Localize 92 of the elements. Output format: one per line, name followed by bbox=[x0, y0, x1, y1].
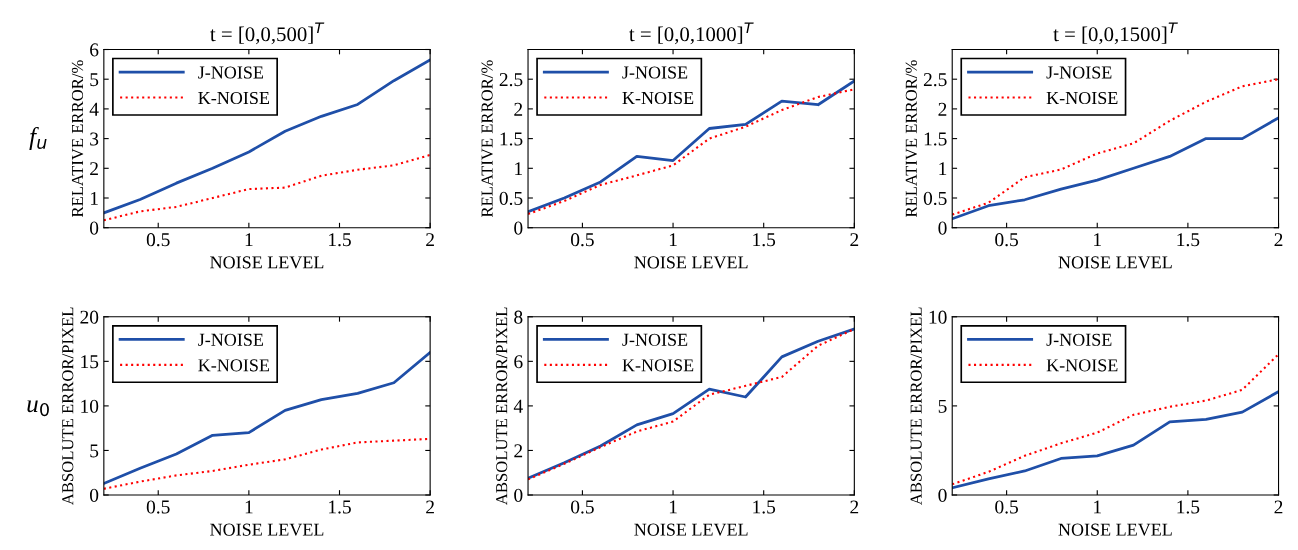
text: f$_{u}$ bbox=[29, 126, 47, 150]
legend-label: K-NOISE bbox=[1046, 359, 1118, 372]
y-axis-title: RELATIVE ERROR/% bbox=[905, 60, 917, 218]
x-axis-title: NOISE LEVEL bbox=[210, 523, 324, 536]
line-series bbox=[952, 78, 1279, 216]
y-tick-label: 2.5 bbox=[923, 73, 947, 87]
legend-label: K-NOISE bbox=[198, 359, 270, 372]
y-tick-label: 1 bbox=[515, 162, 523, 176]
x-tick-label: 2 bbox=[850, 500, 859, 514]
y-tick-label: 0.5 bbox=[499, 191, 523, 206]
y-tick-label: 20 bbox=[80, 310, 99, 324]
x-tick-label: 0.5 bbox=[995, 500, 1018, 514]
y-axis-title: RELATIVE ERROR/% bbox=[71, 60, 84, 218]
chart-title: t = [0,0,500]$^{T}$ bbox=[210, 22, 325, 45]
x-tick-label: 1 bbox=[1094, 500, 1101, 514]
x-axis-title: NOISE LEVEL bbox=[634, 256, 748, 269]
y-tick-label: 2 bbox=[514, 102, 523, 116]
y-tick-label: 3 bbox=[90, 132, 99, 146]
x-tick-label: 1 bbox=[1094, 233, 1101, 247]
y-tick-label: 10 bbox=[81, 399, 99, 413]
y-tick-label: 5 bbox=[90, 444, 99, 458]
legend-label: K-NOISE bbox=[622, 91, 694, 105]
text: u$_{0}$ bbox=[27, 400, 49, 417]
y-tick-label: 0 bbox=[90, 221, 99, 235]
legend-label: K-NOISE bbox=[1046, 91, 1118, 105]
y-tick-label: 4 bbox=[513, 399, 523, 413]
y-tick-label: 1 bbox=[939, 162, 947, 176]
x-tick-label: 0.5 bbox=[146, 500, 170, 514]
y-tick-label: 6 bbox=[514, 355, 523, 369]
chart-title: t = [0,0,1000]$^{T}$ bbox=[629, 22, 754, 45]
x-axis-title: NOISE LEVEL bbox=[634, 523, 748, 536]
legend-label: J-NOISE bbox=[622, 333, 688, 346]
y-tick-label: 5 bbox=[90, 73, 99, 87]
x-tick-label: 2 bbox=[850, 233, 859, 247]
x-tick-label: 1.5 bbox=[1177, 500, 1200, 514]
x-tick-label: 1.5 bbox=[753, 500, 776, 514]
x-axis-title: NOISE LEVEL bbox=[1058, 523, 1172, 536]
chart-title: t = [0,0,1500]$^{T}$ bbox=[1053, 22, 1178, 45]
legend-label: J-NOISE bbox=[198, 333, 264, 346]
y-axis-title: ABSOLUTE ERROR/PIXEL bbox=[910, 307, 922, 506]
line-series bbox=[103, 351, 431, 485]
y-tick-label: 0 bbox=[938, 221, 947, 235]
y-tick-label: 2 bbox=[90, 162, 98, 176]
y-tick-label: 0.5 bbox=[923, 191, 947, 206]
x-tick-label: 1.5 bbox=[753, 233, 776, 247]
x-tick-label: 1 bbox=[669, 500, 677, 514]
line-series bbox=[103, 58, 431, 215]
line-series bbox=[952, 390, 1279, 490]
legend-label: J-NOISE bbox=[198, 66, 264, 79]
y-tick-label: 15 bbox=[81, 355, 99, 369]
legend-label: J-NOISE bbox=[1046, 333, 1112, 346]
y-tick-label: 1.5 bbox=[924, 132, 947, 146]
line-series bbox=[952, 116, 1279, 221]
x-tick-label: 1.5 bbox=[329, 233, 351, 247]
legend-label: J-NOISE bbox=[1046, 66, 1112, 79]
x-tick-label: 1 bbox=[245, 233, 253, 247]
y-tick-label: 10 bbox=[929, 310, 947, 324]
y-tick-label: 6 bbox=[90, 43, 99, 57]
y-axis-title: ABSOLUTE ERROR/PIXEL bbox=[62, 307, 74, 506]
y-tick-label: 2.5 bbox=[499, 73, 523, 87]
y-tick-label: 0 bbox=[514, 221, 523, 235]
line-series bbox=[103, 153, 431, 222]
legend-label: J-NOISE bbox=[622, 66, 688, 79]
y-tick-label: 5 bbox=[938, 399, 947, 413]
y-axis-title: ABSOLUTE ERROR/PIXEL bbox=[496, 307, 508, 506]
line-series bbox=[952, 353, 1279, 486]
y-tick-label: 0 bbox=[90, 488, 99, 502]
x-tick-label: 1.5 bbox=[1177, 233, 1200, 247]
y-axis-title: RELATIVE ERROR/% bbox=[481, 60, 493, 218]
x-tick-label: 2 bbox=[426, 500, 434, 514]
x-tick-label: 0.5 bbox=[571, 233, 594, 247]
y-tick-label: 1.5 bbox=[500, 132, 523, 146]
x-tick-label: 2 bbox=[1274, 500, 1283, 514]
x-axis-title: NOISE LEVEL bbox=[1058, 256, 1172, 269]
x-tick-label: 2 bbox=[1274, 233, 1283, 247]
y-tick-label: 8 bbox=[514, 310, 523, 324]
y-tick-label: 1 bbox=[90, 191, 98, 205]
y-tick-label: 0 bbox=[514, 488, 523, 502]
y-tick-label: 0 bbox=[938, 488, 947, 502]
x-tick-label: 1 bbox=[245, 500, 253, 514]
x-tick-label: 1 bbox=[669, 233, 677, 247]
x-tick-label: 2 bbox=[426, 233, 434, 247]
legend-label: K-NOISE bbox=[198, 91, 270, 105]
y-tick-label: 4 bbox=[89, 102, 99, 116]
x-tick-label: 0.5 bbox=[995, 233, 1018, 247]
x-tick-label: 1.5 bbox=[329, 500, 351, 514]
legend-label: K-NOISE bbox=[622, 359, 694, 372]
y-tick-label: 2 bbox=[514, 444, 523, 458]
x-axis-title: NOISE LEVEL bbox=[210, 256, 324, 269]
x-tick-label: 0.5 bbox=[571, 500, 594, 514]
x-tick-label: 0.5 bbox=[146, 233, 170, 247]
y-tick-label: 2 bbox=[938, 102, 947, 116]
